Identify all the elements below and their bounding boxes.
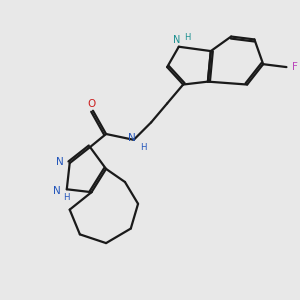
Text: H: H <box>184 34 190 43</box>
Text: N: N <box>52 186 60 196</box>
Text: N: N <box>56 157 63 166</box>
Text: N: N <box>173 35 180 45</box>
Text: H: H <box>140 142 146 152</box>
Text: F: F <box>292 62 298 72</box>
Text: N: N <box>128 134 136 143</box>
Text: H: H <box>63 193 70 202</box>
Text: O: O <box>87 99 96 109</box>
